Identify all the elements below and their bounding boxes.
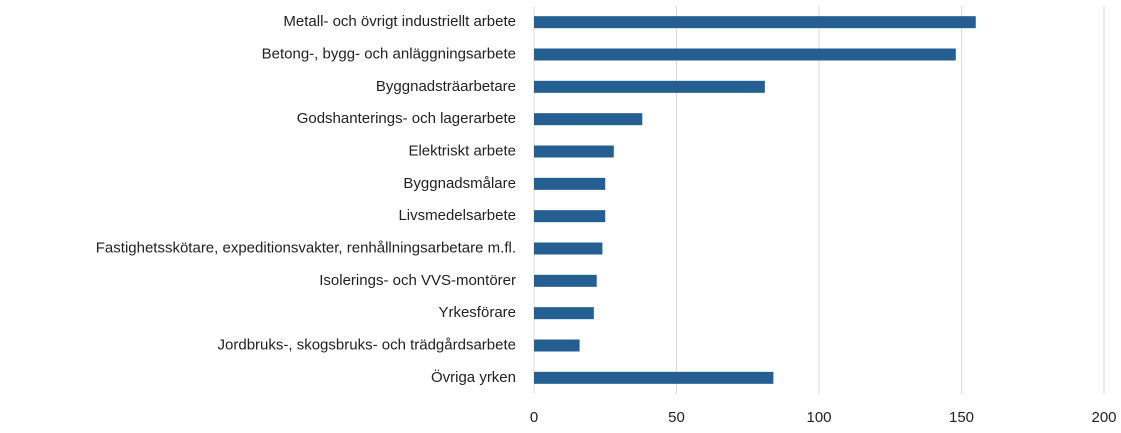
bar <box>534 307 594 320</box>
x-tick-label: 0 <box>530 409 538 426</box>
bar <box>534 210 606 223</box>
y-tick-label: Jordbruks-, skogsbruks- och trädgårdsarb… <box>218 336 516 353</box>
x-tick-label: 150 <box>949 409 974 426</box>
x-tick-label: 100 <box>806 409 831 426</box>
x-tick-label: 50 <box>668 409 685 426</box>
x-tick-label: 200 <box>1091 409 1116 426</box>
y-tick-label: Godshanterings- och lagerarbete <box>297 110 516 127</box>
bar <box>534 371 774 384</box>
bar <box>534 80 765 93</box>
bar <box>534 242 603 255</box>
bar <box>534 339 580 352</box>
bar <box>534 177 606 190</box>
y-tick-label: Byggnadsmålare <box>403 175 516 192</box>
y-tick-label: Yrkesförare <box>438 304 516 321</box>
bar <box>534 113 643 126</box>
y-tick-label: Byggnadsträarbetare <box>376 78 516 95</box>
y-tick-label: Övriga yrken <box>431 368 516 386</box>
y-tick-label: Livsmedelsarbete <box>398 207 516 224</box>
y-tick-label: Fastighetsskötare, expeditionsvakter, re… <box>96 239 516 256</box>
y-tick-label: Betong-, bygg- och anläggningsarbete <box>262 45 516 62</box>
y-tick-label: Isolerings- och VVS-montörer <box>319 272 516 289</box>
bar <box>534 16 976 29</box>
bar <box>534 145 614 158</box>
bar <box>534 48 956 61</box>
y-tick-label: Metall- och övrigt industriellt arbete <box>283 13 516 30</box>
y-tick-label: Elektriskt arbete <box>408 142 516 159</box>
bar <box>534 274 597 287</box>
